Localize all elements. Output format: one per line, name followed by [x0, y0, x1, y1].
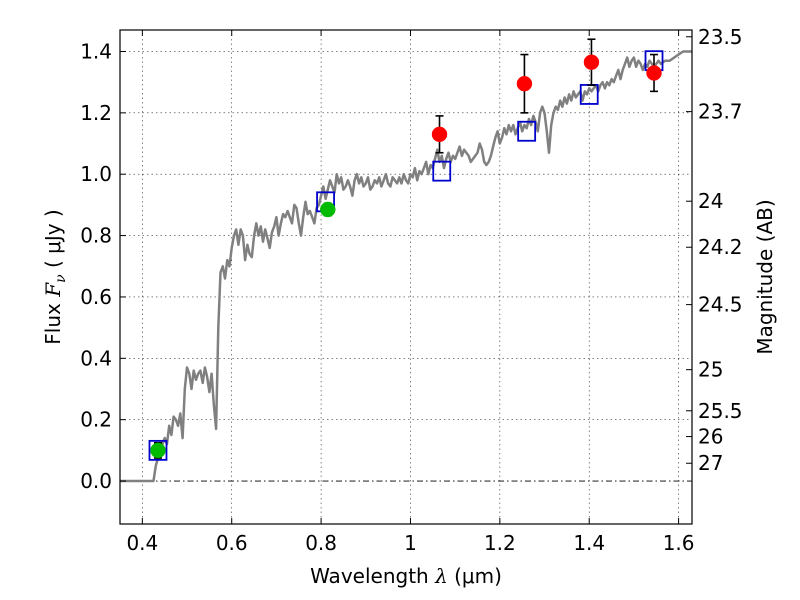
right-tick-label: 23.7: [698, 100, 743, 124]
y-tick-label: 0.8: [80, 224, 112, 248]
right-tick-label: 25.5: [698, 399, 743, 423]
plot-series: [120, 38, 692, 483]
right-tick-label: 26: [698, 425, 723, 449]
y-tick-label: 0.2: [80, 408, 112, 432]
model-band-square: [148, 439, 168, 461]
observed-point: [646, 65, 662, 81]
plot-frame: [119, 29, 693, 525]
observed-point: [150, 442, 166, 459]
x-tick-label: 1: [404, 531, 417, 555]
x-tick-label: 1.4: [573, 531, 605, 555]
right-tick-label: 24.5: [698, 293, 743, 317]
x-tick-label: 1.2: [484, 531, 516, 555]
right-tick-label: 23.5: [698, 25, 743, 49]
x-tick-label: 0.6: [216, 531, 248, 555]
y-tick-label: 1.2: [80, 101, 112, 125]
x-tick-label: 0.8: [305, 531, 337, 555]
right-tick-label: 25: [698, 358, 723, 382]
y-tick-label: 0.4: [80, 346, 112, 370]
right-tick-label: 24: [698, 189, 723, 213]
model-band-square: [432, 160, 452, 182]
right-tick-label: 24.2: [698, 235, 743, 259]
y-tick-label: 0.6: [80, 285, 112, 309]
observed-point: [583, 54, 600, 70]
y-tick-label: 0.0: [80, 469, 112, 493]
observed-point: [320, 201, 336, 218]
observed-point: [431, 126, 448, 143]
grid-lines: [120, 30, 692, 524]
x-tick-label: 0.4: [126, 531, 158, 555]
model-sed-line: [120, 50, 692, 483]
y-tick-label: 1.4: [80, 39, 112, 63]
right-axis-label: Magnitude (AB): [753, 199, 777, 354]
y-tick-label: 1.0: [80, 162, 112, 186]
x-tick-label: 1.6: [663, 531, 695, 555]
right-tick-label: 27: [698, 451, 723, 475]
x-axis-label: Wavelength λ (μm): [310, 564, 502, 588]
observed-point: [516, 75, 533, 92]
y-axis-label: Flux Fν ( μJy ): [41, 209, 69, 344]
axis-ticks: 0.4 0.6 0.8 1 1.2 1.4 1.6 0.0 0.2 0.4 0.6 0.8 1.0 1.2…: [80, 25, 742, 555]
model-band-square: [517, 120, 537, 142]
